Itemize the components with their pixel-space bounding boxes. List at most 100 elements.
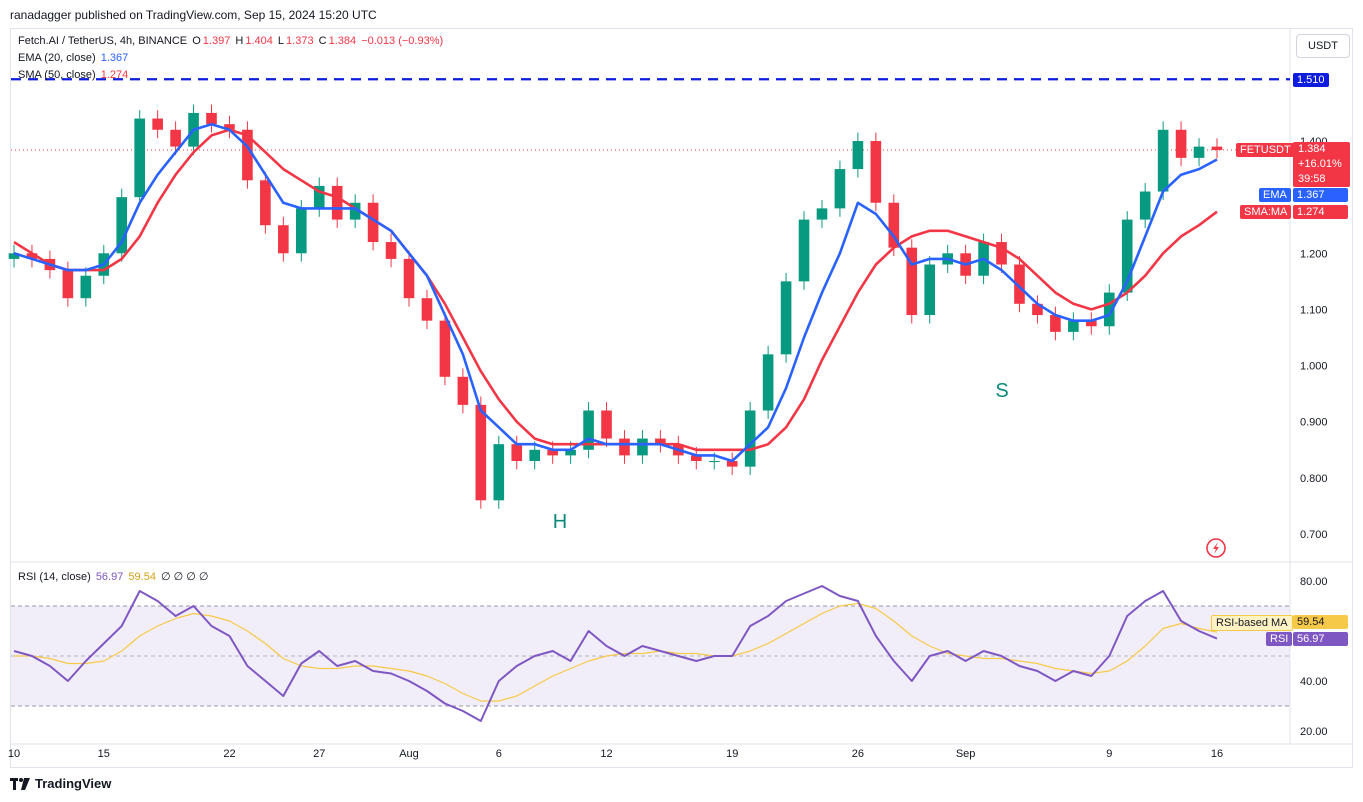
candle-body[interactable] [421, 298, 433, 321]
candle-body[interactable] [1032, 303, 1043, 316]
publisher-line: ranadagger published on TradingView.com,… [10, 8, 377, 22]
candle-body[interactable] [1103, 292, 1115, 327]
candle-body[interactable] [1068, 320, 1079, 332]
candle-body[interactable] [798, 219, 810, 282]
candle-body[interactable] [726, 461, 738, 467]
symbol-legend[interactable]: Fetch.AI / TetherUS, 4h, BINANCE O 1.397 … [18, 35, 445, 47]
sma-legend[interactable]: SMA (50, close) 1.274 [18, 69, 130, 81]
candle-body[interactable] [888, 202, 900, 248]
sma-legend-label: SMA (50, close) [18, 69, 96, 81]
ema-20-line[interactable] [13, 122, 1218, 463]
candle-body[interactable] [1086, 320, 1097, 327]
candle-body[interactable] [1157, 129, 1169, 192]
price-tick-label: 0.900 [1300, 417, 1328, 429]
time-tick-label: 15 [98, 748, 110, 760]
candle-body[interactable] [547, 449, 558, 456]
candle-body[interactable] [780, 281, 792, 355]
candle-body[interactable] [834, 169, 846, 209]
candle-body[interactable] [152, 118, 163, 130]
currency-button[interactable]: USDT [1296, 34, 1350, 58]
rsi-legend[interactable]: RSI (14, close) 56.97 59.54 ∅ ∅ ∅ ∅ [18, 570, 211, 583]
rsi-ma-line[interactable] [14, 602, 1218, 702]
candle-body[interactable] [80, 275, 92, 299]
ema-value-tag: 1.367 [1293, 188, 1348, 202]
candle-body[interactable] [224, 124, 235, 130]
candle-body[interactable] [134, 118, 145, 198]
candle-body[interactable] [295, 208, 307, 254]
candle-body[interactable] [8, 253, 20, 259]
candle-body[interactable] [637, 438, 648, 456]
candle-body[interactable] [1014, 264, 1025, 304]
tradingview-logo[interactable]: TradingView [10, 776, 111, 791]
rsi-value-tag: 56.97 [1293, 632, 1348, 646]
sma-50-line[interactable] [13, 128, 1218, 452]
candle-body[interactable] [26, 253, 38, 259]
candle-body[interactable] [313, 185, 325, 209]
candle-body[interactable] [62, 270, 74, 299]
candle-body[interactable] [924, 264, 936, 316]
candle-body[interactable] [619, 438, 630, 456]
candle-body[interactable] [690, 455, 702, 462]
candle-body[interactable] [583, 410, 594, 450]
ema-legend[interactable]: EMA (20, close) 1.367 [18, 52, 130, 64]
candle-body[interactable] [170, 129, 181, 147]
ema-legend-label: EMA (20, close) [18, 52, 96, 64]
candle-body[interactable] [331, 185, 343, 220]
lightning-icon[interactable] [1206, 538, 1226, 558]
candle-body[interactable] [601, 410, 612, 439]
candle-body[interactable] [655, 438, 666, 445]
candle-body[interactable] [708, 461, 720, 463]
rsi-name-tag: RSI [1266, 632, 1293, 646]
candle-body[interactable] [493, 444, 505, 501]
low-value: 1.373 [286, 35, 314, 47]
candle-body[interactable] [744, 410, 756, 467]
rsi-tick-label: 40.00 [1300, 676, 1328, 688]
candle-body[interactable] [870, 141, 882, 203]
resistance-price-tag: 1.510 [1293, 73, 1329, 87]
candle-body[interactable] [475, 404, 487, 501]
candle-body[interactable] [1193, 146, 1205, 158]
close-value: 1.384 [328, 35, 357, 47]
rsi-line[interactable] [13, 585, 1218, 722]
candle-body[interactable] [403, 258, 415, 299]
candle-body[interactable] [349, 202, 361, 220]
high-label: H [235, 35, 244, 47]
ema-legend-value: 1.367 [100, 52, 129, 64]
candle-body[interactable] [529, 449, 541, 462]
candle-body[interactable] [1050, 315, 1061, 332]
candle-body[interactable] [762, 354, 774, 411]
rsi-ma-name-tag: RSI-based MA [1211, 615, 1293, 631]
candle-body[interactable] [1175, 129, 1187, 158]
chart-frame[interactable] [10, 28, 1353, 768]
price-tick-label: 0.700 [1300, 529, 1328, 541]
candle-body[interactable] [206, 112, 217, 125]
candle-body[interactable] [278, 225, 289, 254]
price-tick-label: 1.000 [1300, 361, 1328, 373]
candle-body[interactable] [439, 320, 451, 377]
last-price-tag: 1.384 +16.01% 39:58 [1293, 142, 1350, 187]
candle-body[interactable] [1121, 219, 1133, 293]
candle-body[interactable] [852, 141, 864, 170]
low-label: L [277, 35, 285, 47]
candle-body[interactable] [1139, 191, 1151, 220]
candle-body[interactable] [906, 247, 918, 316]
shoulder-label: S [995, 380, 1008, 402]
candle-body[interactable] [996, 242, 1007, 265]
candle-body[interactable] [260, 180, 271, 226]
candle-body[interactable] [511, 444, 523, 462]
candle-body[interactable] [565, 449, 576, 456]
candle-body[interactable] [385, 242, 397, 259]
candle-body[interactable] [242, 129, 253, 181]
bar-countdown: 39:58 [1298, 173, 1326, 185]
candle-body[interactable] [816, 208, 828, 220]
candle-body[interactable] [116, 197, 128, 254]
open-label: O [192, 35, 201, 47]
candle-body[interactable] [1211, 146, 1223, 150]
candle-body[interactable] [367, 202, 379, 243]
sma-legend-value: 1.274 [100, 69, 129, 81]
rsi-tick-label: 80.00 [1300, 576, 1328, 588]
candle-body[interactable] [457, 376, 469, 405]
time-tick-label: 10 [8, 748, 20, 760]
time-tick-label: 19 [726, 748, 738, 760]
